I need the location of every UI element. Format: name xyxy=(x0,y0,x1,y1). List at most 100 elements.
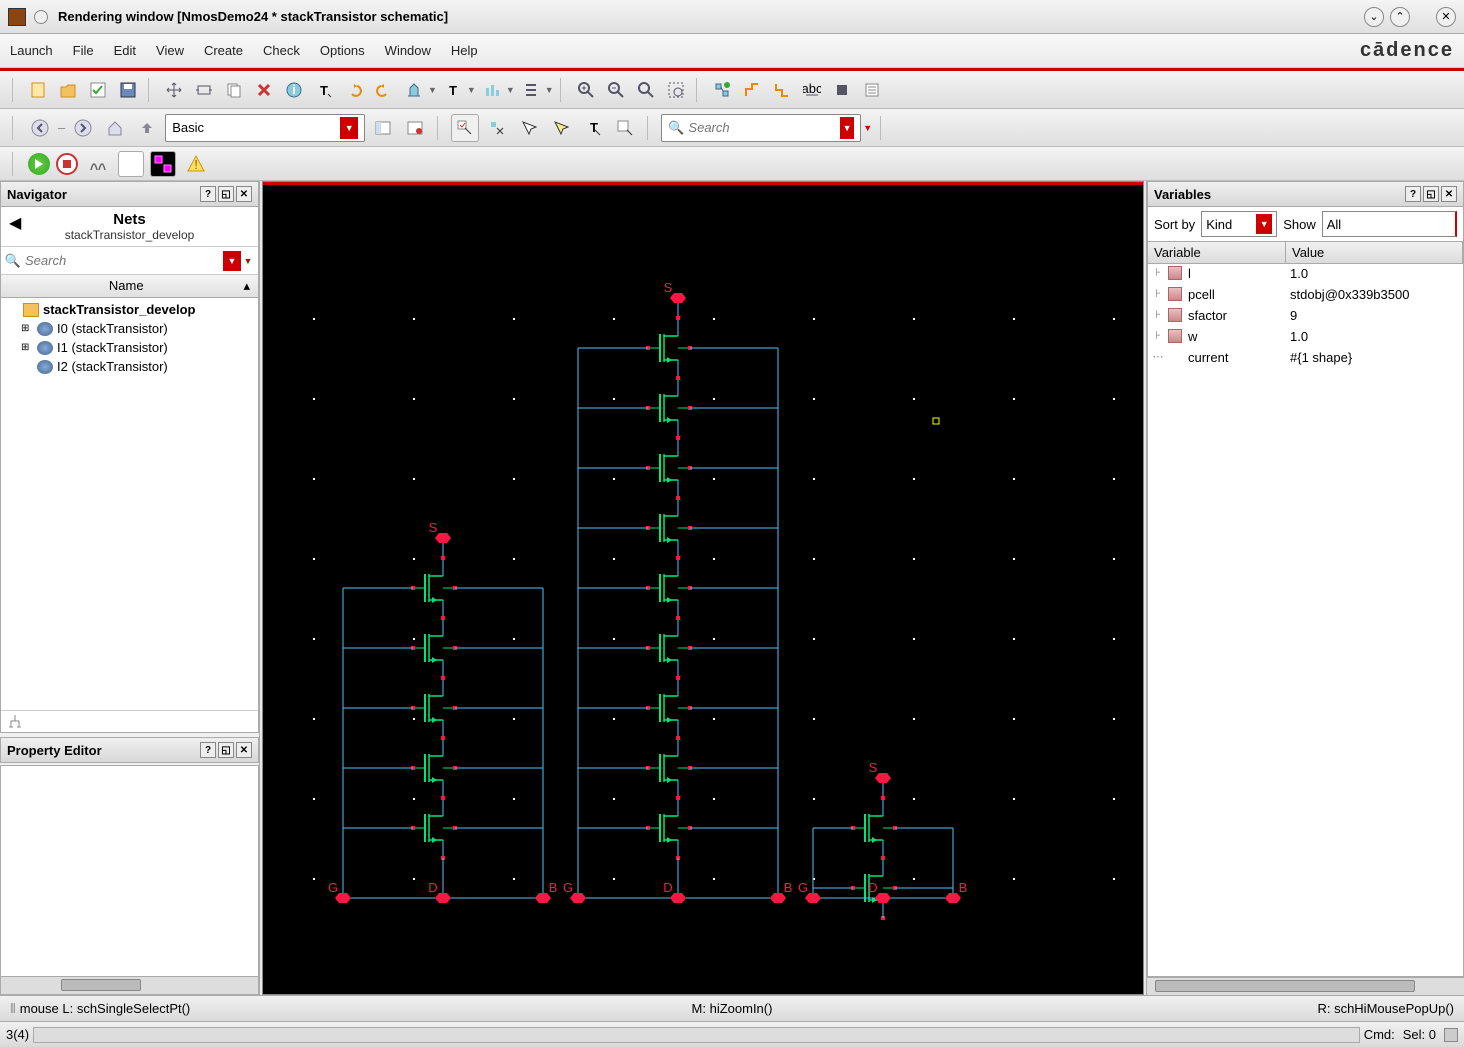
status-scrollbar[interactable] xyxy=(33,1027,1360,1043)
stop-button[interactable] xyxy=(56,153,78,175)
cursor2-button[interactable] xyxy=(483,114,511,142)
nav-column-header[interactable]: Name▴ xyxy=(1,275,258,298)
menu-check[interactable]: Check xyxy=(263,43,300,58)
nav-back-icon[interactable]: ◀ xyxy=(9,213,21,233)
cursor4-button[interactable] xyxy=(547,114,575,142)
nav-search-input[interactable] xyxy=(22,250,223,271)
var-col-variable[interactable]: Variable xyxy=(1148,242,1286,263)
layout1-button[interactable] xyxy=(369,114,397,142)
distribute-button[interactable] xyxy=(478,76,506,104)
warning-icon[interactable]: ! xyxy=(182,150,210,178)
route-button[interactable] xyxy=(738,76,766,104)
prop-close-button[interactable]: ✕ xyxy=(236,742,252,758)
cursor-form-button[interactable] xyxy=(611,114,639,142)
spacing-button[interactable] xyxy=(517,76,545,104)
panel-undock-button[interactable]: ◱ xyxy=(218,186,234,202)
nav-back-button[interactable] xyxy=(26,114,54,142)
close-button[interactable]: ✕ xyxy=(1436,7,1456,27)
save-button[interactable] xyxy=(114,76,142,104)
search-combo[interactable]: 🔍 ▼ xyxy=(661,114,861,142)
align-button[interactable] xyxy=(400,76,428,104)
window-title: Rendering window [NmosDemo24 * stackTran… xyxy=(58,9,448,24)
tree-row[interactable]: I2 (stackTransistor) xyxy=(3,357,256,376)
cursor-text-button[interactable]: T xyxy=(579,114,607,142)
blank-button[interactable] xyxy=(118,151,144,177)
sortby-combo[interactable]: Kind▼ xyxy=(1201,211,1277,237)
layout-icon[interactable] xyxy=(150,151,176,177)
var-undock-button[interactable]: ◱ xyxy=(1423,186,1439,202)
var-row[interactable]: ⋯ current#{1 shape} xyxy=(1148,348,1463,367)
var-help-button[interactable]: ? xyxy=(1405,186,1421,202)
tree-row[interactable]: stackTransistor_develop xyxy=(3,300,256,319)
delete-button[interactable] xyxy=(250,76,278,104)
open-button[interactable] xyxy=(54,76,82,104)
nav-search-go[interactable]: ▼ xyxy=(223,251,241,271)
menu-options[interactable]: Options xyxy=(320,43,365,58)
var-close-button[interactable]: ✕ xyxy=(1441,186,1457,202)
route2-button[interactable] xyxy=(768,76,796,104)
sortby-label: Sort by xyxy=(1154,217,1195,232)
nav-tree[interactable]: stackTransistor_develop⊞ I0 (stackTransi… xyxy=(1,298,258,710)
hierarchy-down-button[interactable] xyxy=(708,76,736,104)
var-row[interactable]: ⊦ l1.0 xyxy=(1148,264,1463,285)
prop-scrollbar[interactable] xyxy=(1,976,258,994)
text-style-button[interactable]: T xyxy=(439,76,467,104)
menu-view[interactable]: View xyxy=(156,43,184,58)
menu-file[interactable]: File xyxy=(73,43,94,58)
run-script-button[interactable] xyxy=(84,150,112,178)
menu-create[interactable]: Create xyxy=(204,43,243,58)
workspace-combo[interactable]: Basic ▼ xyxy=(165,114,365,142)
var-row[interactable]: ⊦ pcellstdobj@0x339b3500 xyxy=(1148,285,1463,306)
status2-left: 3(4) xyxy=(6,1027,29,1042)
prop-undock-button[interactable]: ◱ xyxy=(218,742,234,758)
cmd-label: Cmd: xyxy=(1364,1027,1395,1042)
statusbar: ⦀ mouse L: schSingleSelectPt() M: hiZoom… xyxy=(0,995,1464,1021)
menu-edit[interactable]: Edit xyxy=(114,43,136,58)
maximize-button[interactable]: ⌃ xyxy=(1390,7,1410,27)
text-button[interactable]: T xyxy=(310,76,338,104)
menu-window[interactable]: Window xyxy=(385,43,431,58)
svg-text:!: ! xyxy=(194,157,198,172)
zoom-fit-button[interactable] xyxy=(632,76,660,104)
zoom-in-button[interactable] xyxy=(572,76,600,104)
search-input[interactable] xyxy=(688,120,836,135)
move-button[interactable] xyxy=(160,76,188,104)
nav-fwd-button[interactable] xyxy=(69,114,97,142)
show-combo[interactable]: All xyxy=(1322,211,1457,237)
copy-button[interactable] xyxy=(220,76,248,104)
svg-text:T: T xyxy=(320,83,328,98)
panel-help-button[interactable]: ? xyxy=(200,186,216,202)
layout2-button[interactable] xyxy=(401,114,429,142)
minimize-button[interactable]: ⌄ xyxy=(1364,7,1384,27)
tree-row[interactable]: ⊞ I0 (stackTransistor) xyxy=(3,319,256,338)
new-button[interactable] xyxy=(24,76,52,104)
undo-button[interactable] xyxy=(340,76,368,104)
schematic-canvas[interactable]: S xyxy=(262,181,1144,995)
redo-button[interactable] xyxy=(370,76,398,104)
misc-button[interactable] xyxy=(828,76,856,104)
zoom-area-button[interactable] xyxy=(662,76,690,104)
nav-up-button[interactable] xyxy=(133,114,161,142)
var-col-value[interactable]: Value xyxy=(1286,242,1463,263)
select-mode-button[interactable] xyxy=(451,114,479,142)
form-button[interactable] xyxy=(858,76,886,104)
menu-help[interactable]: Help xyxy=(451,43,478,58)
nav-search-opts[interactable]: ▼ xyxy=(241,256,255,266)
play-button[interactable] xyxy=(28,153,50,175)
stretch-button[interactable] xyxy=(190,76,218,104)
resize-grip[interactable] xyxy=(1444,1028,1458,1042)
info-button[interactable]: i xyxy=(280,76,308,104)
var-row[interactable]: ⊦ w1.0 xyxy=(1148,327,1463,348)
toolbar-run: ! xyxy=(0,147,1464,181)
zoom-out-button[interactable] xyxy=(602,76,630,104)
prop-help-button[interactable]: ? xyxy=(200,742,216,758)
cursor3-button[interactable] xyxy=(515,114,543,142)
check-button[interactable] xyxy=(84,76,112,104)
var-scrollbar[interactable] xyxy=(1147,977,1464,995)
tree-row[interactable]: ⊞ I1 (stackTransistor) xyxy=(3,338,256,357)
panel-close-button[interactable]: ✕ xyxy=(236,186,252,202)
var-row[interactable]: ⊦ sfactor9 xyxy=(1148,306,1463,327)
nav-home-button[interactable] xyxy=(101,114,129,142)
label-button[interactable]: abc xyxy=(798,76,826,104)
menu-launch[interactable]: Launch xyxy=(10,43,53,58)
